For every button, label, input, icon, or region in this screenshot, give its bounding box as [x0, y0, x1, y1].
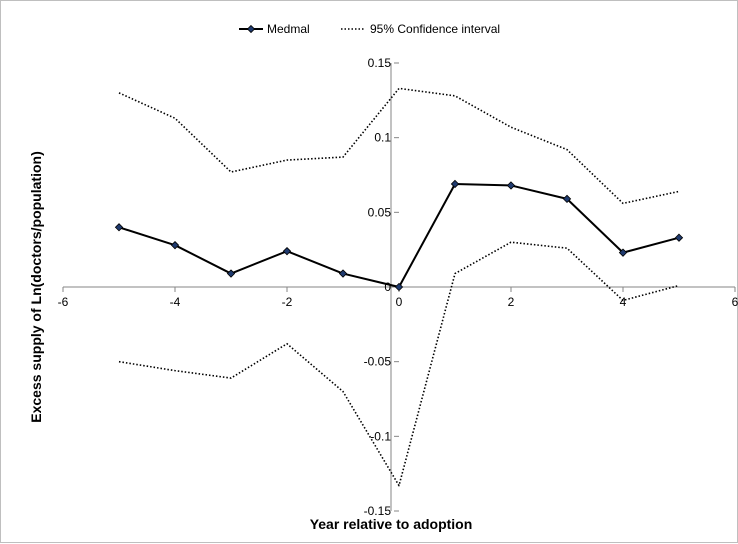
- x-tick-label: 4: [620, 295, 627, 309]
- data-point-medmal: [226, 269, 236, 278]
- y-tick-label: -0.15: [364, 504, 392, 518]
- data-point-medmal: [170, 241, 180, 250]
- legend: Medmal 95% Confidence interval: [239, 22, 500, 36]
- data-point-medmal: [674, 233, 684, 242]
- series-line-medmal: [118, 182, 680, 288]
- x-tick-label: 6: [732, 295, 738, 309]
- data-point-medmal: [450, 179, 460, 189]
- data-point-medmal: [618, 248, 628, 257]
- x-tick-label: 2: [508, 295, 515, 309]
- series-layer: [114, 87, 684, 487]
- y-tick-label: 0.1: [374, 131, 391, 145]
- y-tick-label: 0: [384, 280, 391, 294]
- data-point-medmal: [506, 181, 516, 190]
- ci-lower-line: [118, 241, 680, 487]
- data-point-medmal: [338, 269, 348, 278]
- y-tick-label: 0.15: [368, 56, 392, 70]
- legend-medmal-marker: [246, 24, 256, 34]
- x-tick-label: -6: [58, 295, 69, 309]
- data-point-medmal: [114, 223, 124, 232]
- data-point-medmal: [562, 194, 572, 204]
- y-tick-label: -0.1: [370, 429, 391, 443]
- y-ticks: -0.15 -0.1 -0.05 0 0.05 0.1 0.15: [364, 56, 399, 518]
- x-axis-title: Year relative to adoption: [310, 516, 473, 532]
- x-tick-label: 0: [396, 295, 403, 309]
- legend-label-ci: 95% Confidence interval: [370, 22, 500, 36]
- x-tick-label: -2: [282, 295, 293, 309]
- ci-upper-line: [118, 87, 680, 205]
- y-axis-title: Excess supply of Ln(doctors/population): [28, 151, 44, 422]
- y-tick-label: -0.05: [364, 355, 392, 369]
- legend-label-medmal: Medmal: [267, 22, 310, 36]
- data-point-medmal: [282, 246, 292, 256]
- data-point-medmal: [394, 282, 404, 292]
- y-tick-label: 0.05: [368, 205, 392, 219]
- x-ticks: -6 -4 -2 0 2 4 6: [58, 287, 738, 309]
- x-tick-label: -4: [170, 295, 181, 309]
